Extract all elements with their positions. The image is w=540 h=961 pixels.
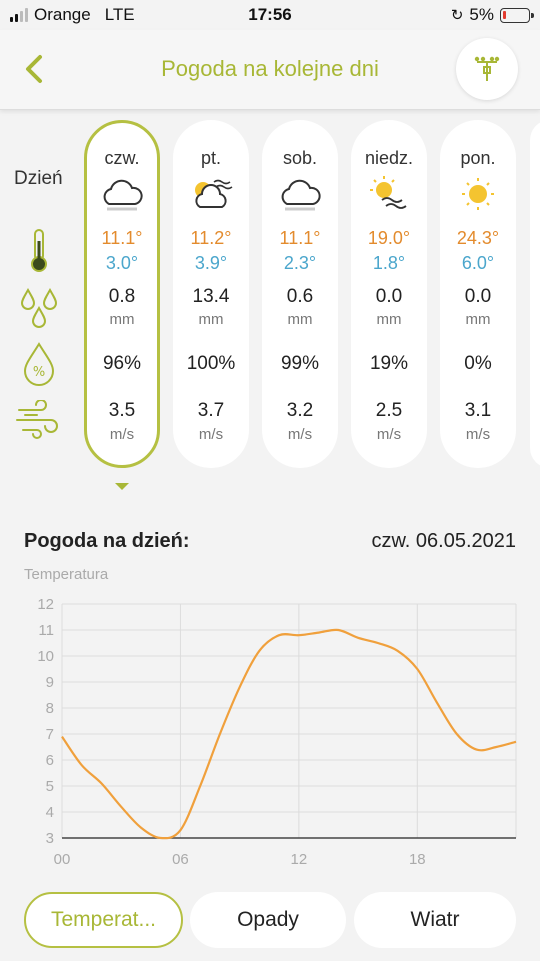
- network-type: LTE: [104, 5, 135, 24]
- precipitation-value: 0.0: [375, 286, 403, 307]
- wind-unit: m/s: [287, 426, 313, 443]
- y-tick-label: 7: [46, 726, 54, 743]
- day-name: pon.: [460, 148, 496, 168]
- precipitation-value: 0.8: [108, 286, 136, 307]
- precipitation-value: 13.4: [192, 286, 230, 307]
- battery-percent: 5%: [469, 5, 494, 24]
- selected-day-label: Pogoda na dzień:: [24, 530, 190, 552]
- sun-cloud-wind-icon: [195, 179, 233, 208]
- y-tick-label: 11: [38, 622, 54, 639]
- wind-value: 2.5: [375, 400, 403, 421]
- min-temperature: 1.8°: [372, 253, 406, 273]
- precipitation-value: 0.0: [464, 286, 492, 307]
- chart-title: Temperatura: [24, 566, 109, 583]
- status-bar: Orange LTE 17:56 ↻ 5%: [0, 0, 540, 30]
- day-card[interactable]: niedz. 19.0° 1.8° 0.0 mm 19% 2.5 m/s: [351, 120, 427, 468]
- y-tick-label: 9: [46, 674, 54, 691]
- day-card[interactable]: sob. 11.1° 2.3° 0.6 mm 99% 3.2 m/s: [262, 120, 338, 468]
- header: Pogoda na kolejne dni: [0, 30, 540, 110]
- precipitation-drops-icon: [14, 283, 64, 333]
- temperature-chart: 3 4 5 6 7 8 9 10 11 12 00 06 12 18: [37, 596, 517, 868]
- selected-day-indicator: [115, 483, 129, 490]
- cloudy-icon: [103, 179, 143, 211]
- status-right: ↻ 5%: [450, 5, 534, 25]
- tab-temperature[interactable]: Temperat...: [24, 892, 183, 948]
- orientation-lock-icon: ↻: [450, 7, 464, 24]
- wind-unit: m/s: [376, 426, 402, 443]
- y-tick-label: 12: [37, 596, 54, 613]
- min-temperature: 2.3°: [283, 253, 317, 273]
- humidity-icon: %: [14, 340, 64, 390]
- weather-station-icon: [474, 56, 500, 81]
- x-tick-label: 12: [291, 851, 308, 868]
- precipitation-unit: mm: [198, 311, 224, 328]
- max-temperature: 19.0°: [367, 228, 411, 248]
- day-cards: czw. 11.1° 3.0° 0.8 mm 96% 3.5 m/s pt. 1…: [84, 120, 540, 470]
- humidity-value: 96%: [102, 353, 142, 374]
- day-name: niedz.: [364, 148, 414, 168]
- max-temperature: 11.1°: [101, 228, 143, 248]
- day-row-label: Dzień: [14, 168, 63, 189]
- tab-precipitation[interactable]: Opady: [190, 892, 346, 948]
- min-temperature: 3.0°: [105, 253, 139, 273]
- cloudy-icon: [281, 179, 321, 211]
- min-temperature: 6.0°: [461, 253, 495, 273]
- day-card[interactable]: pon. 24.3° 6.0° 0.0 mm 0% 3.1 m/s: [440, 120, 516, 468]
- status-left: Orange LTE: [10, 5, 135, 25]
- precipitation-value: 0.6: [286, 286, 314, 307]
- y-tick-label: 6: [46, 752, 54, 769]
- y-tick-label: 10: [37, 648, 54, 665]
- day-card[interactable]: pt. 11.2° 3.9° 13.4 mm 100% 3.7 m/s: [173, 120, 249, 468]
- wind-value: 3.1: [464, 400, 492, 421]
- precipitation-unit: mm: [376, 311, 402, 328]
- status-time: 17:56: [248, 5, 292, 24]
- humidity-value: 100%: [186, 353, 236, 374]
- humidity-value: 0%: [464, 353, 492, 374]
- day-name: sob.: [282, 148, 318, 168]
- min-temperature: 3.9°: [194, 253, 228, 273]
- x-tick-label: 00: [54, 851, 71, 868]
- y-tick-label: 5: [46, 778, 54, 795]
- wind-unit: m/s: [198, 426, 224, 443]
- next-day-card-peek[interactable]: [530, 120, 540, 468]
- wind-value: 3.5: [108, 400, 136, 421]
- wind-unit: m/s: [465, 426, 491, 443]
- wind-value: 3.2: [286, 400, 314, 421]
- day-card[interactable]: czw. 11.1° 3.0° 0.8 mm 96% 3.5 m/s: [84, 120, 160, 468]
- humidity-value: 19%: [369, 353, 409, 374]
- precipitation-unit: mm: [465, 311, 491, 328]
- battery-icon: [500, 7, 534, 23]
- sun-icon: [462, 178, 494, 210]
- page-title: Pogoda na kolejne dni: [161, 56, 379, 81]
- max-temperature: 11.2°: [190, 228, 232, 248]
- max-temperature: 24.3°: [456, 228, 500, 248]
- humidity-value: 99%: [280, 353, 320, 374]
- max-temperature: 11.1°: [279, 228, 321, 248]
- wind-icon: [14, 395, 64, 445]
- x-tick-label: 18: [409, 851, 426, 868]
- wind-value: 3.7: [197, 400, 225, 421]
- temperature-series-line: [61, 628, 517, 840]
- tab-wind[interactable]: Wiatr: [354, 892, 516, 948]
- sun-wind-icon: [370, 176, 407, 209]
- x-tick-label: 06: [172, 851, 189, 868]
- carrier-name: Orange: [34, 5, 91, 24]
- thermometer-icon: [14, 225, 64, 275]
- y-tick-label: 8: [46, 700, 54, 717]
- back-button[interactable]: [20, 52, 50, 86]
- wind-unit: m/s: [109, 426, 135, 443]
- selected-day-date: czw. 06.05.2021: [371, 530, 516, 552]
- svg-text:%: %: [33, 365, 45, 380]
- chevron-left-icon: [26, 55, 42, 83]
- precipitation-unit: mm: [287, 311, 313, 328]
- y-tick-label: 4: [46, 804, 54, 821]
- weather-station-button[interactable]: [456, 38, 518, 100]
- day-name: czw.: [104, 148, 140, 168]
- day-name: pt.: [200, 148, 221, 168]
- signal-icon: [10, 8, 28, 22]
- precipitation-unit: mm: [109, 311, 135, 328]
- y-tick-label: 3: [46, 830, 54, 847]
